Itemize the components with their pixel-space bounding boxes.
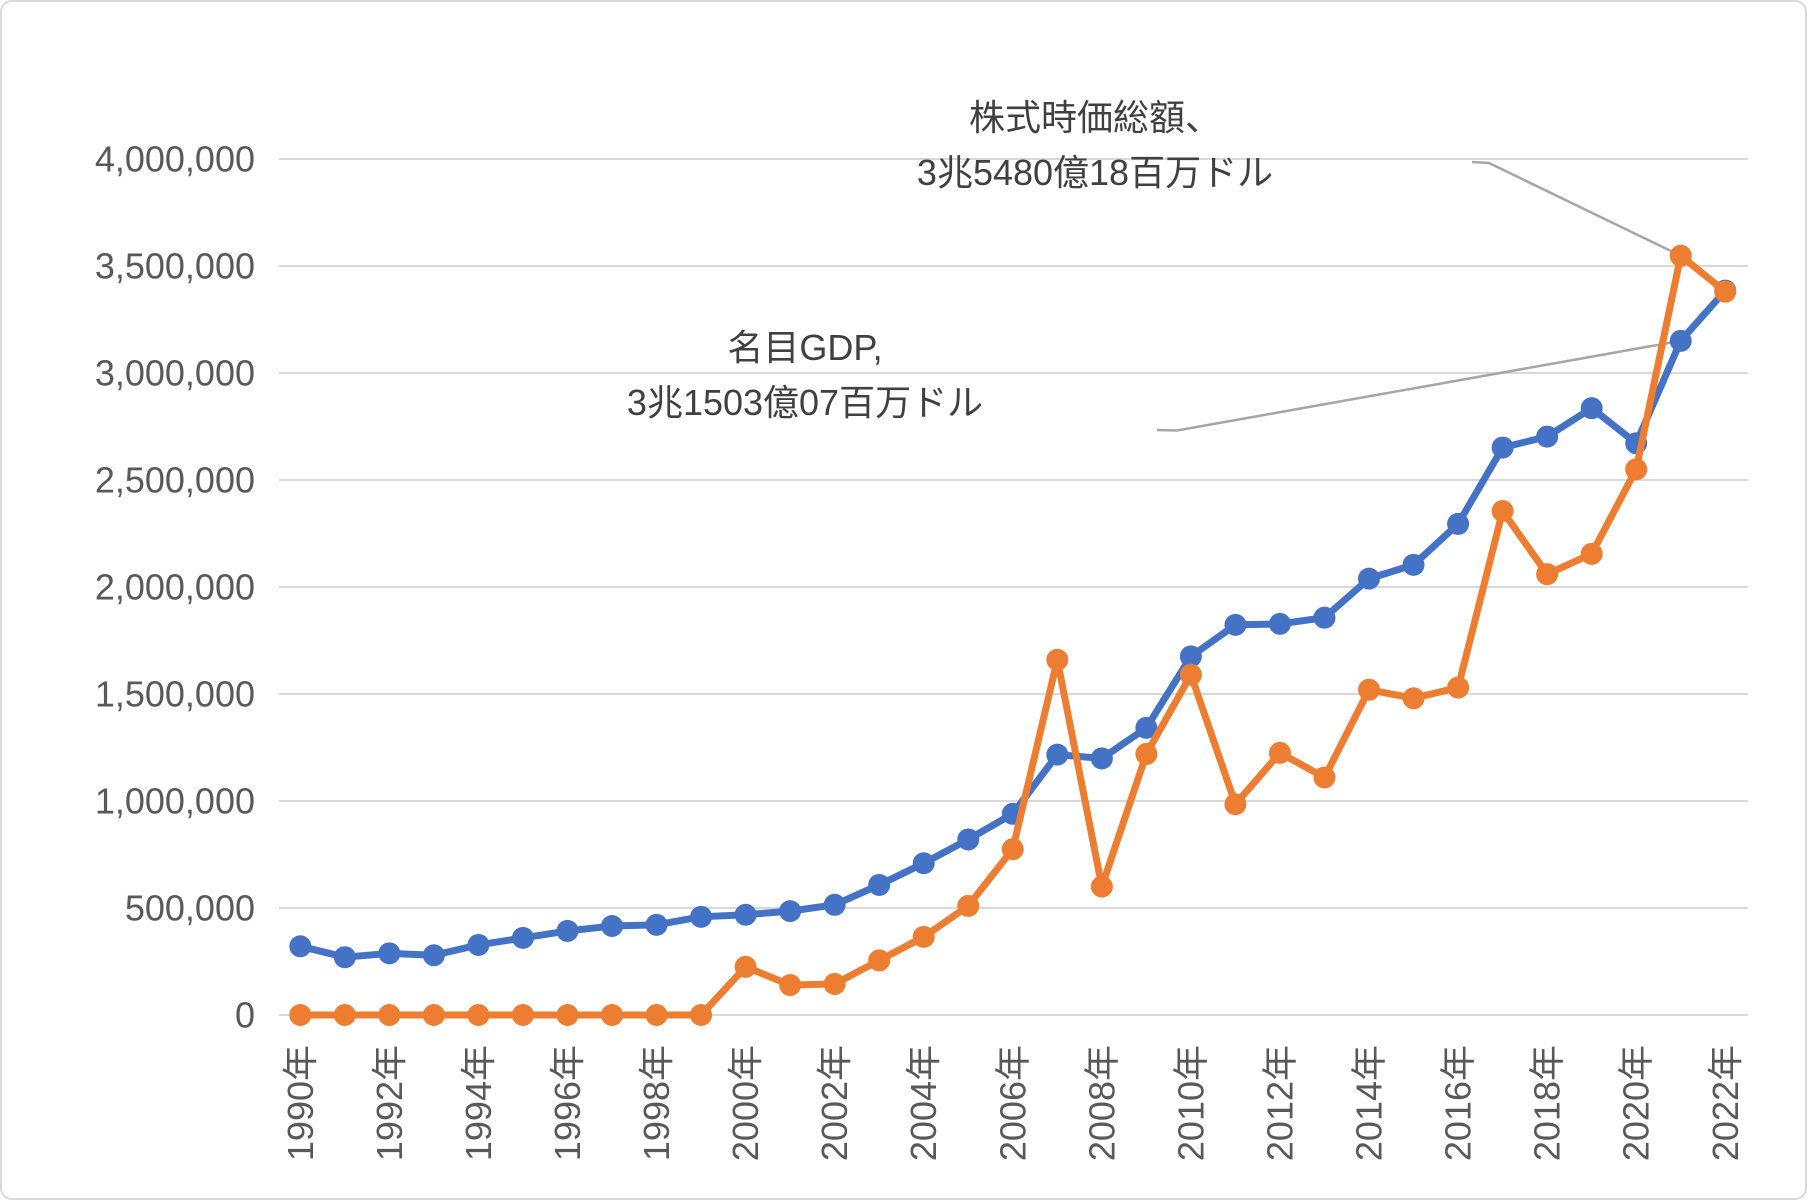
gdp-marker <box>1536 425 1559 448</box>
gdp-marker <box>1224 613 1247 636</box>
x-tick-label: 1990年 <box>280 1045 321 1161</box>
annotation-gdp: 名目GDP, 3兆1503億07百万ドル <box>575 320 1035 430</box>
gdp-marker <box>912 852 935 875</box>
gdp-marker <box>645 913 668 936</box>
marketcap-marker <box>601 1004 624 1026</box>
gdp-marker <box>734 903 757 926</box>
marketcap-marker <box>779 974 802 997</box>
gdp-marker <box>1090 747 1113 770</box>
gdp-marker <box>957 828 980 851</box>
x-tick-label: 2018年 <box>1527 1045 1568 1161</box>
gdp-marker <box>823 893 846 916</box>
marketcap-marker <box>868 949 891 972</box>
gdp-marker <box>556 919 579 942</box>
gdp-marker <box>1491 436 1514 459</box>
marketcap-marker <box>645 1004 668 1026</box>
gdp-marker <box>1135 716 1158 739</box>
marketcap-marker <box>1179 663 1202 686</box>
y-tick-label: 2,000,000 <box>95 567 255 608</box>
gdp-marker <box>601 915 624 938</box>
marketcap-marker <box>422 1004 445 1026</box>
y-tick-label: 1,500,000 <box>95 674 255 715</box>
marketcap-marker <box>957 894 980 917</box>
marketcap-marker <box>1491 500 1514 523</box>
marketcap-marker <box>556 1004 579 1026</box>
marketcap-marker <box>1358 678 1381 701</box>
marketcap-marker <box>1135 742 1158 765</box>
marketcap-marker <box>1669 244 1692 267</box>
marketcap-marker <box>1268 741 1291 764</box>
gdp-marker <box>690 905 713 928</box>
marketcap-marker <box>378 1004 401 1026</box>
gdp-marker <box>289 935 312 958</box>
marketcap-marker <box>511 1004 534 1026</box>
x-tick-label: 2004年 <box>903 1045 944 1161</box>
marketcap-marker <box>1402 687 1425 710</box>
marketcap-marker <box>690 1004 713 1026</box>
x-tick-label: 2022年 <box>1705 1045 1746 1161</box>
marketcap-marker <box>1625 458 1648 481</box>
x-tick-label: 1998年 <box>636 1045 677 1161</box>
gdp-marker <box>868 873 891 896</box>
x-tick-label: 2010年 <box>1170 1045 1211 1161</box>
annotation-marketcap-line2: 3兆5480億18百万ドル <box>916 152 1274 193</box>
marketcap-marker <box>1313 766 1336 789</box>
marketcap-marker <box>1447 676 1470 699</box>
y-tick-label: 500,000 <box>125 888 255 929</box>
leader-line-marketcap <box>1471 160 1682 257</box>
marketcap-marker <box>912 925 935 948</box>
annotation-marketcap: 株式時価総額、 3兆5480億18百万ドル <box>865 90 1325 200</box>
gdp-marker <box>1447 512 1470 535</box>
x-tick-label: 1992年 <box>369 1045 410 1161</box>
y-tick-label: 0 <box>235 995 255 1036</box>
annotation-marketcap-line1: 株式時価総額、 <box>968 97 1221 138</box>
gdp-marker <box>333 946 356 969</box>
x-tick-label: 2000年 <box>725 1045 766 1161</box>
gdp-marker <box>1580 397 1603 420</box>
x-tick-label: 2006年 <box>992 1045 1033 1161</box>
marketcap-marker <box>1580 542 1603 565</box>
gdp-marker <box>1669 329 1692 352</box>
y-tick-label: 2,500,000 <box>95 460 255 501</box>
gdp-marker <box>1313 606 1336 629</box>
gdp-marker <box>1046 743 1069 766</box>
x-tick-label: 2012年 <box>1259 1045 1300 1161</box>
marketcap-marker <box>1536 563 1559 586</box>
marketcap-marker <box>823 972 846 995</box>
gdp-marker <box>1179 645 1202 668</box>
marketcap-marker <box>1224 793 1247 816</box>
gdp-marker <box>1402 553 1425 576</box>
x-tick-label: 2014年 <box>1349 1045 1390 1161</box>
annotation-gdp-line2: 3兆1503億07百万ドル <box>626 382 984 423</box>
leader-line-gdp <box>1156 339 1681 432</box>
marketcap-marker <box>467 1004 490 1026</box>
x-tick-label: 2008年 <box>1081 1045 1122 1161</box>
x-tick-label: 1996年 <box>547 1045 588 1161</box>
y-tick-label: 3,500,000 <box>95 246 255 287</box>
x-tick-label: 1994年 <box>458 1045 499 1161</box>
y-tick-label: 1,000,000 <box>95 781 255 822</box>
marketcap-marker <box>1046 648 1069 671</box>
y-tick-label: 4,000,000 <box>95 139 255 180</box>
gdp-marker <box>422 944 445 967</box>
gdp-marker <box>779 900 802 923</box>
marketcap-marker <box>1090 875 1113 898</box>
gdp-marker <box>1268 612 1291 635</box>
x-tick-label: 2020年 <box>1616 1045 1657 1161</box>
gdp-marker <box>467 933 490 956</box>
marketcap-marker <box>333 1004 356 1026</box>
gdp-marker <box>378 942 401 965</box>
marketcap-marker <box>1001 838 1024 861</box>
y-tick-label: 3,000,000 <box>95 353 255 394</box>
gdp-marker <box>511 926 534 949</box>
x-tick-label: 2002年 <box>814 1045 855 1161</box>
annotation-gdp-line1: 名目GDP, <box>727 327 883 368</box>
x-tick-label: 2016年 <box>1438 1045 1479 1161</box>
gdp-marker <box>1358 567 1381 590</box>
marketcap-marker <box>1714 280 1737 303</box>
marketcap-marker <box>289 1004 312 1026</box>
marketcap-marker <box>734 955 757 978</box>
